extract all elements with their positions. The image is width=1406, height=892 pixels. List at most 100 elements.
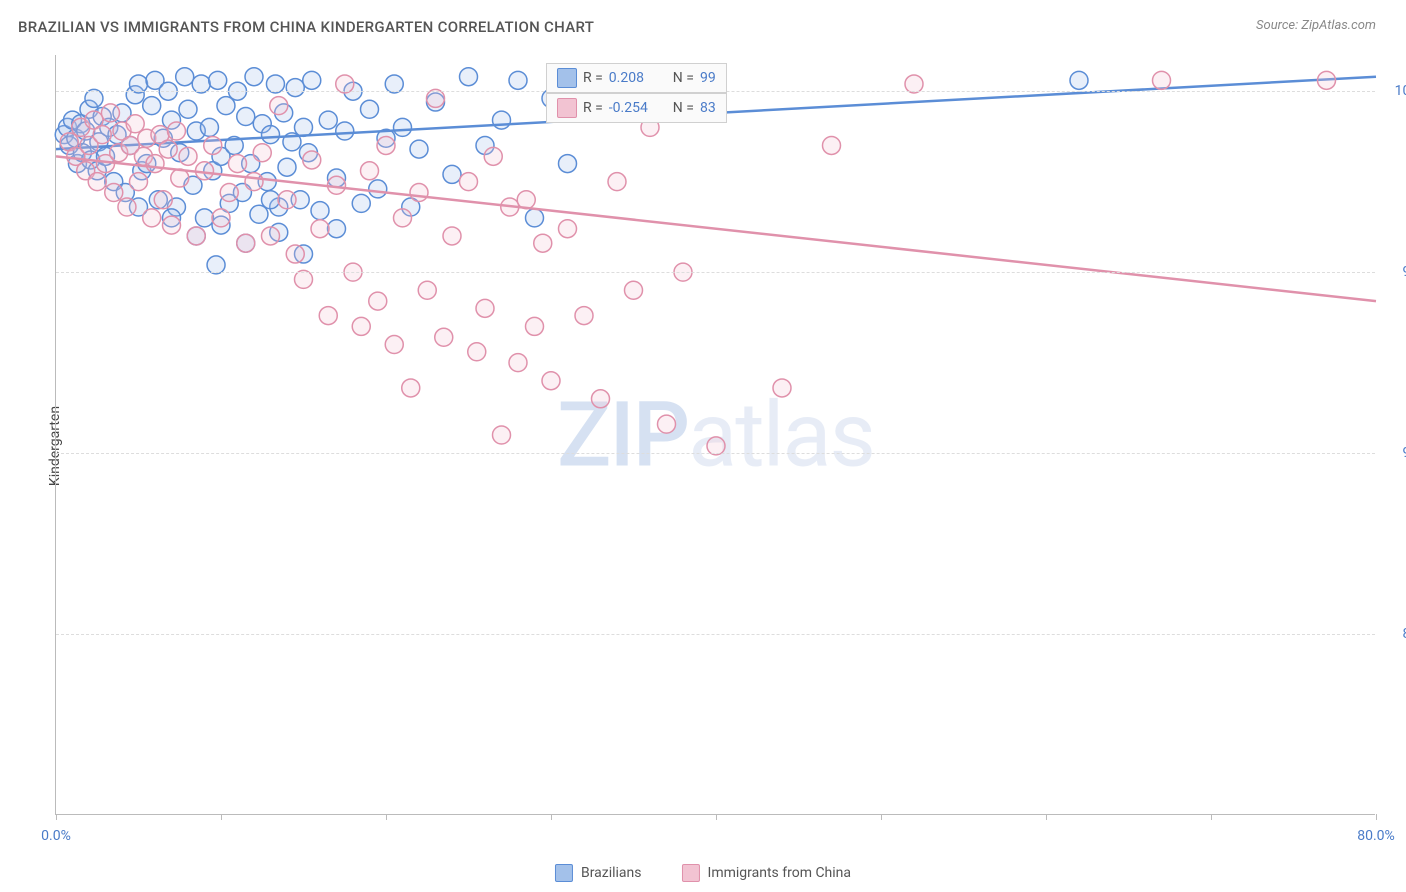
scatter-point xyxy=(212,209,230,227)
scatter-point xyxy=(262,227,280,245)
scatter-point xyxy=(823,136,841,154)
x-tick xyxy=(221,814,222,820)
scatter-point xyxy=(159,140,177,158)
scatter-point xyxy=(270,97,288,115)
x-tick xyxy=(881,814,882,820)
scatter-point xyxy=(286,79,304,97)
plot-area: ZIPatlas 85.0%90.0%95.0%100.0%0.0%80.0%R… xyxy=(55,55,1375,815)
r-label: R = xyxy=(583,70,603,86)
scatter-point xyxy=(509,71,527,89)
scatter-point xyxy=(295,118,313,136)
trendline xyxy=(56,156,1376,301)
scatter-point xyxy=(559,155,577,173)
scatter-point xyxy=(167,122,185,140)
x-tick xyxy=(716,814,717,820)
scatter-point xyxy=(146,155,164,173)
n-value: 99 xyxy=(700,70,716,86)
scatter-point xyxy=(625,281,643,299)
x-tick-label: 0.0% xyxy=(41,828,71,844)
scatter-point xyxy=(385,336,403,354)
scatter-point xyxy=(559,220,577,238)
scatter-point xyxy=(369,180,387,198)
x-tick xyxy=(1046,814,1047,820)
y-tick-label: 100.0% xyxy=(1395,83,1406,99)
n-label: N = xyxy=(673,70,694,86)
scatter-point xyxy=(311,220,329,238)
n-label: N = xyxy=(673,100,694,116)
scatter-point xyxy=(200,118,218,136)
scatter-point xyxy=(118,198,136,216)
scatter-point xyxy=(608,173,626,191)
scatter-point xyxy=(209,71,227,89)
scatter-point xyxy=(278,191,296,209)
legend-swatch xyxy=(557,68,577,88)
scatter-point xyxy=(484,147,502,165)
legend-item-china: Immigrants from China xyxy=(682,864,852,882)
scatter-point xyxy=(253,144,271,162)
scatter-point xyxy=(262,191,280,209)
legend-label-brazilians: Brazilians xyxy=(581,865,642,881)
n-value: 83 xyxy=(700,100,716,116)
scatter-point xyxy=(542,372,560,390)
x-tick-label: 80.0% xyxy=(1357,828,1395,844)
scatter-point xyxy=(196,209,214,227)
scatter-point xyxy=(352,194,370,212)
bottom-legend: Brazilians Immigrants from China xyxy=(555,864,851,882)
scatter-point xyxy=(319,307,337,325)
gridline xyxy=(56,453,1375,454)
chart-container: BRAZILIAN VS IMMIGRANTS FROM CHINA KINDE… xyxy=(0,0,1406,892)
scatter-point xyxy=(493,426,511,444)
scatter-point xyxy=(361,162,379,180)
scatter-point xyxy=(143,209,161,227)
scatter-point xyxy=(93,126,111,144)
scatter-point xyxy=(443,227,461,245)
source-attribution: Source: ZipAtlas.com xyxy=(1256,18,1376,33)
scatter-point xyxy=(163,216,181,234)
scatter-point xyxy=(493,111,511,129)
gridline xyxy=(56,634,1375,635)
y-tick-label: 90.0% xyxy=(1402,445,1406,461)
scatter-point xyxy=(286,245,304,263)
y-tick-label: 85.0% xyxy=(1402,626,1406,642)
scatter-point xyxy=(460,173,478,191)
scatter-point xyxy=(336,122,354,140)
x-tick xyxy=(56,814,57,820)
legend-label-china: Immigrants from China xyxy=(708,865,852,881)
scatter-point xyxy=(658,415,676,433)
scatter-point xyxy=(187,227,205,245)
gridline xyxy=(56,272,1375,273)
scatter-point xyxy=(278,158,296,176)
correlation-legend-row: R =0.208N =99 xyxy=(546,63,727,93)
scatter-point xyxy=(352,317,370,335)
chart-title: BRAZILIAN VS IMMIGRANTS FROM CHINA KINDE… xyxy=(18,18,594,36)
scatter-point xyxy=(592,390,610,408)
scatter-point xyxy=(369,292,387,310)
scatter-point xyxy=(311,202,329,220)
scatter-point xyxy=(220,184,238,202)
x-tick xyxy=(1376,814,1377,820)
scatter-point xyxy=(229,155,247,173)
scatter-point xyxy=(394,209,412,227)
r-label: R = xyxy=(583,100,603,116)
scatter-point xyxy=(1070,71,1088,89)
scatter-plot-svg xyxy=(56,55,1376,815)
r-value: -0.254 xyxy=(609,100,659,116)
scatter-point xyxy=(303,71,321,89)
scatter-point xyxy=(143,97,161,115)
scatter-point xyxy=(476,299,494,317)
scatter-point xyxy=(402,379,420,397)
scatter-point xyxy=(1318,71,1336,89)
scatter-point xyxy=(443,165,461,183)
scatter-point xyxy=(204,136,222,154)
scatter-point xyxy=(361,100,379,118)
scatter-point xyxy=(509,354,527,372)
scatter-point xyxy=(394,118,412,136)
scatter-point xyxy=(88,173,106,191)
scatter-point xyxy=(526,317,544,335)
scatter-point xyxy=(773,379,791,397)
scatter-point xyxy=(377,136,395,154)
scatter-point xyxy=(179,100,197,118)
scatter-point xyxy=(526,209,544,227)
scatter-point xyxy=(237,108,255,126)
legend-swatch-brazilians xyxy=(555,864,573,882)
